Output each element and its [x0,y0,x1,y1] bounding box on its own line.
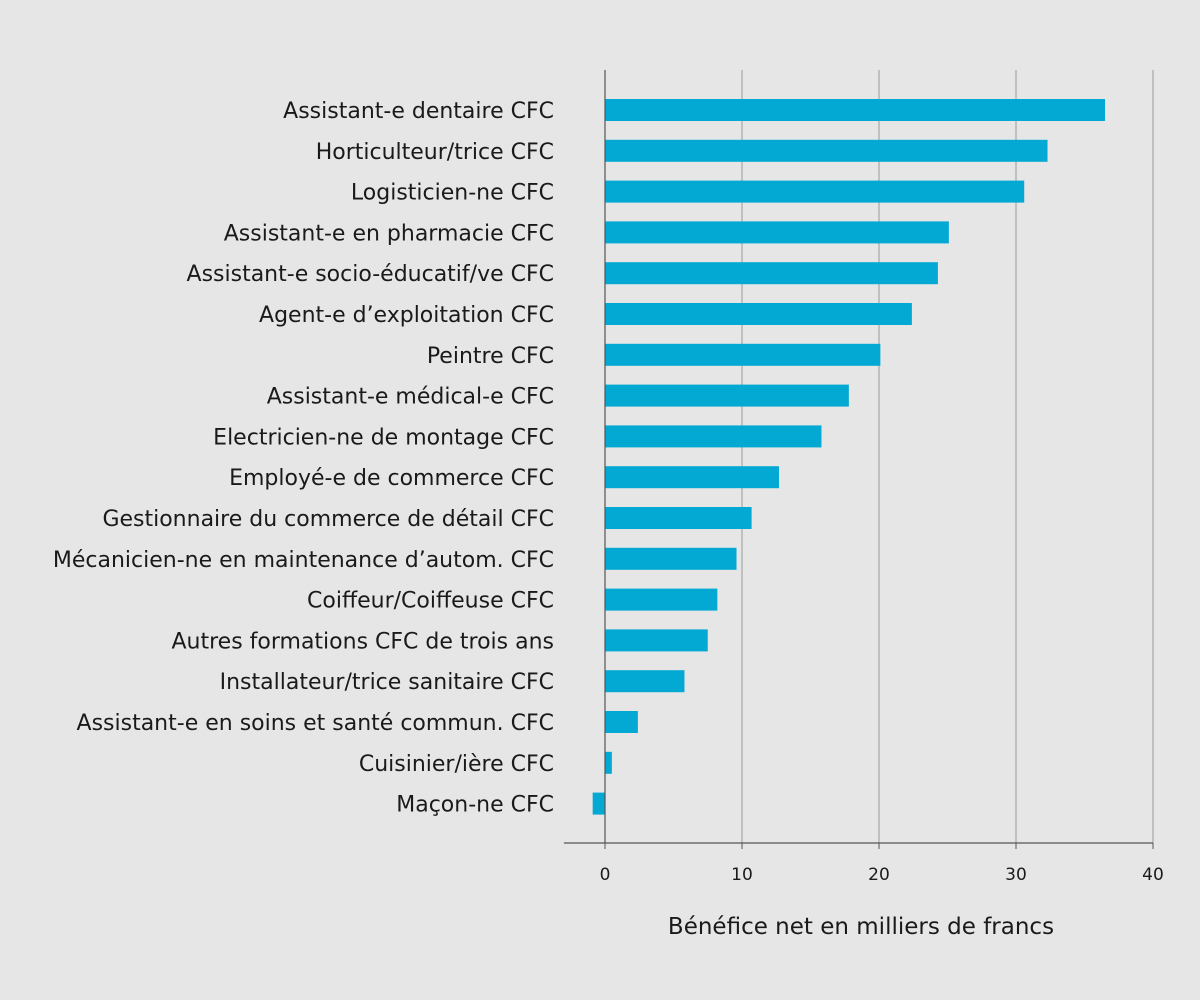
bar [605,180,1025,203]
bar [605,99,1106,121]
category-label: Mécanicien-ne en maintenance d’autom. CF… [53,548,554,573]
category-label: Cuisinier/ière CFC [359,752,554,777]
category-label: Logisticien-ne CFC [351,181,554,206]
bar [605,588,718,611]
x-tick-label: 20 [868,865,890,885]
x-axis-title: Bénéfice net en milliers de francs [668,914,1054,940]
bar [605,507,752,529]
bar [605,343,881,366]
bar [605,629,708,652]
bar [605,221,949,244]
bar [605,139,1048,162]
bar [605,384,849,407]
x-tick-labels: 0 10 20 30 40 [600,865,1164,885]
category-label: Coiffeur/Coiffeuse CFC [307,589,554,614]
category-label: Installateur/trice sanitaire CFC [220,670,554,695]
category-label: Assistant-e en soins et santé commun. CF… [77,711,554,736]
bar [605,425,822,448]
category-label: Assistant-e médical-e CFC [267,385,554,410]
axes [563,70,1153,844]
category-label: Autres formations CFC de trois ans [171,629,554,654]
bar [605,547,737,570]
category-label: Gestionnaire du commerce de détail CFC [102,507,554,532]
bar [605,303,912,325]
x-tick-label: 0 [600,865,611,885]
category-label: Peintre CFC [427,344,554,369]
x-tick-label: 30 [1005,865,1027,885]
bar [605,466,779,489]
category-labels: Assistant-e dentaire CFC Horticulteur/tri… [53,99,554,818]
category-label: Electricien-ne de montage CFC [213,425,554,450]
bar [605,711,638,733]
category-label: Assistant-e en pharmacie CFC [224,221,554,246]
category-label: Assistant-e socio-éducatif/ve CFC [187,262,554,287]
bar [605,670,685,693]
category-label: Agent-e d’exploitation CFC [259,303,554,328]
bars [592,99,1106,815]
x-tick-label: 40 [1142,865,1164,885]
category-label: Maçon-ne CFC [396,793,554,818]
category-label: Assistant-e dentaire CFC [283,99,554,124]
x-tick-label: 10 [731,865,753,885]
bar [605,751,612,774]
bar [605,262,938,285]
category-label: Horticulteur/trice CFC [316,140,554,165]
bar [592,792,605,815]
category-label: Employé-e de commerce CFC [229,466,554,491]
